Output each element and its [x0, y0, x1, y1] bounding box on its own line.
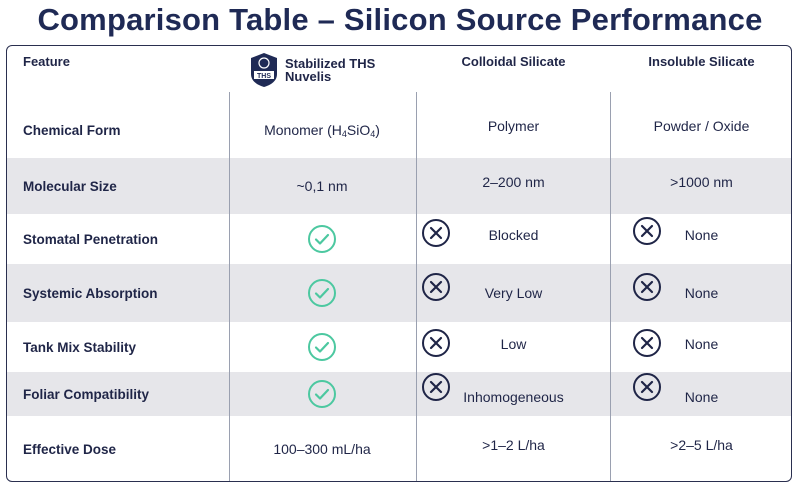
ths-value: 100–300 mL/ha — [273, 441, 371, 457]
header-insoluble: Insoluble Silicate — [648, 54, 755, 69]
feature-label: Tank Mix Stability — [23, 339, 137, 355]
ths-logo-icon: THS — [251, 53, 277, 87]
page-title: Comparison Table – Silicon Source Perfor… — [37, 2, 763, 37]
insoluble-value: Powder / Oxide — [653, 118, 750, 134]
column-divider — [416, 92, 417, 481]
insoluble-value: None — [612, 322, 791, 372]
colloidal-value: Blocked — [417, 214, 610, 264]
ths-value — [229, 264, 415, 322]
insoluble-value: >2–5 L/ha — [670, 437, 733, 453]
table-row: Molecular Size ~0,1 nm 2–200 nm >1000 nm — [7, 158, 791, 214]
colloidal-text: Low — [500, 336, 527, 352]
x-circle-icon — [422, 219, 450, 247]
x-circle-icon — [633, 217, 661, 245]
x-circle-icon — [422, 273, 450, 301]
ths-value-part: Monomer (H — [264, 121, 342, 138]
colloidal-value: Very Low — [417, 264, 610, 322]
column-divider — [610, 92, 611, 481]
ths-value-part: ) — [375, 121, 380, 138]
colloidal-text: Blocked — [488, 227, 539, 243]
ths-value: ~0,1 nm — [296, 178, 348, 194]
feature-label: Chemical Form — [23, 122, 121, 138]
table-row: Chemical Form Monomer (H4SiO4) Polymer P… — [7, 102, 791, 158]
insoluble-text: None — [684, 336, 719, 352]
x-circle-icon — [633, 329, 661, 357]
colloidal-text: Inhomogeneous — [463, 389, 564, 405]
check-circle-icon — [308, 380, 336, 408]
comparison-table: Feature THS Stabilized THS Nuvelis Collo… — [6, 45, 792, 482]
insoluble-value: >1000 nm — [670, 174, 733, 190]
header-ths: THS Stabilized THS Nuvelis — [229, 46, 415, 96]
feature-label: Effective Dose — [23, 441, 117, 457]
x-circle-icon — [633, 373, 661, 401]
ths-value: Monomer (H4SiO4) — [229, 102, 415, 158]
table-row: Tank Mix Stability Low None — [7, 322, 791, 372]
x-circle-icon — [633, 273, 661, 301]
table-header-row: Feature THS Stabilized THS Nuvelis Collo… — [7, 46, 791, 96]
x-circle-icon — [422, 373, 450, 401]
ths-value-subscript: 4 — [370, 128, 376, 139]
insoluble-value: None — [612, 264, 791, 322]
colloidal-value: Low — [417, 322, 610, 372]
colloidal-value: Polymer — [487, 118, 540, 134]
check-circle-icon — [308, 225, 336, 253]
check-circle-icon — [308, 333, 336, 361]
ths-value-part: SiO — [346, 121, 371, 138]
insoluble-text: None — [684, 227, 719, 243]
insoluble-value: None — [612, 372, 791, 416]
feature-label: Systemic Absorption — [23, 285, 158, 301]
table-row: Effective Dose 100–300 mL/ha >1–2 L/ha >… — [7, 416, 791, 481]
feature-label: Stomatal Penetration — [23, 231, 159, 247]
ths-value — [229, 372, 415, 416]
ths-value — [229, 214, 415, 264]
header-colloidal: Colloidal Silicate — [461, 54, 566, 69]
colloidal-value: 2–200 nm — [482, 174, 545, 190]
insoluble-text: None — [684, 285, 719, 301]
table-row: Foliar Compatibility Inhomogeneous None — [7, 372, 791, 416]
colloidal-text: Very Low — [484, 285, 543, 301]
column-divider — [229, 92, 230, 481]
ths-value-subscript: 4 — [341, 128, 347, 139]
colloidal-value: >1–2 L/ha — [482, 437, 545, 453]
insoluble-value: None — [612, 214, 791, 264]
ths-value — [229, 322, 415, 372]
header-feature: Feature — [23, 54, 70, 69]
table-row: Stomatal Penetration Blocked None — [7, 214, 791, 264]
table-row: Systemic Absorption Very Low None — [7, 264, 791, 322]
feature-label: Molecular Size — [23, 178, 117, 194]
ths-logo-text: THS — [257, 73, 271, 80]
header-ths-label: Stabilized THS Nuvelis — [285, 56, 376, 84]
x-circle-icon — [422, 329, 450, 357]
feature-label: Foliar Compatibility — [23, 386, 150, 402]
colloidal-value: Inhomogeneous — [417, 372, 610, 416]
check-circle-icon — [308, 279, 336, 307]
insoluble-text: None — [684, 389, 719, 405]
